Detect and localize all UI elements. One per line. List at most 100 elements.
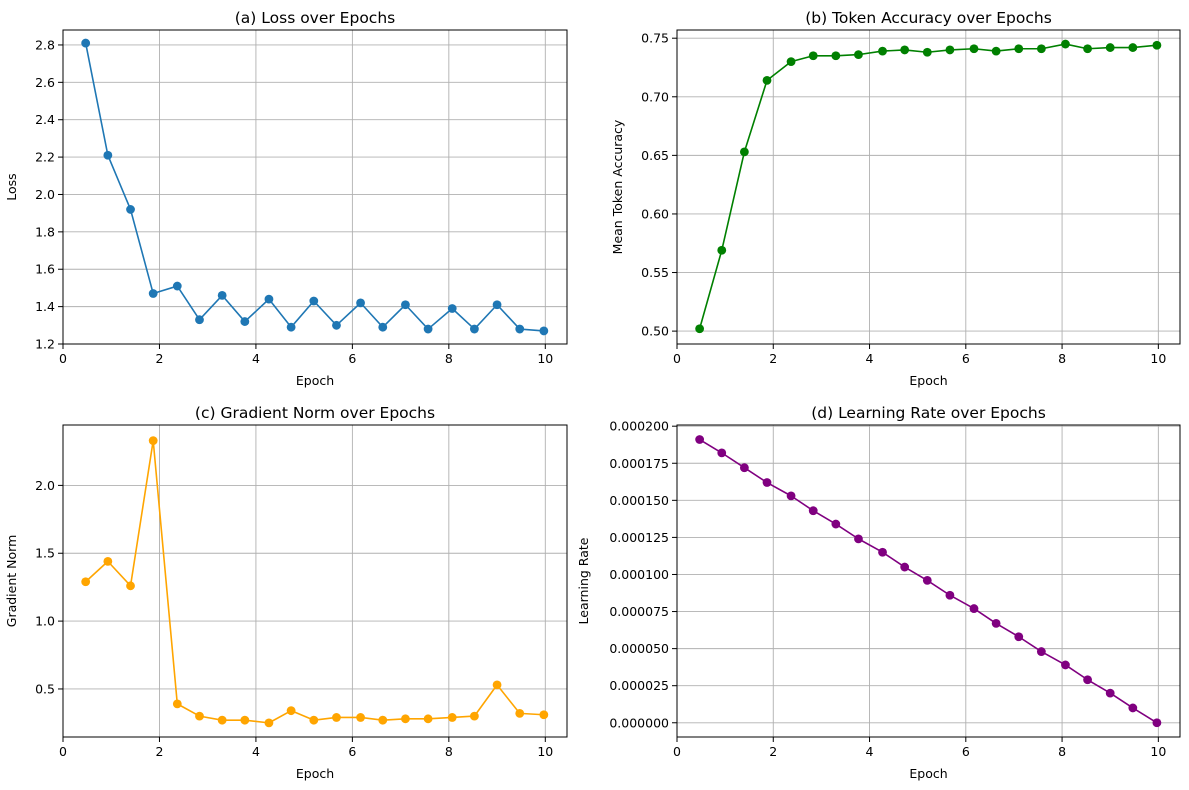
data-point-b-8 bbox=[878, 46, 887, 56]
data-point-a-12 bbox=[356, 298, 365, 308]
data-point-b-18 bbox=[1105, 43, 1115, 52]
y-tick-label-c-1: 1.0 bbox=[35, 614, 55, 629]
data-point-b-6 bbox=[831, 51, 841, 61]
data-point-c-14 bbox=[401, 714, 410, 724]
data-point-b-13 bbox=[991, 46, 1001, 56]
data-point-c-2 bbox=[126, 581, 135, 591]
y-axis-label-b: Mean Token Accuracy bbox=[610, 119, 625, 254]
x-tick-label-c-2: 4 bbox=[252, 744, 260, 759]
data-point-b-9 bbox=[900, 45, 910, 55]
y-tick-label-d-8: 0.000200 bbox=[609, 419, 669, 434]
y-tick-label-b-0: 0.50 bbox=[641, 324, 669, 339]
y-tick-label-d-5: 0.000125 bbox=[609, 530, 669, 545]
y-axis-label-c: Gradient Norm bbox=[4, 535, 19, 627]
x-tick-label-b-0: 0 bbox=[673, 351, 681, 366]
y-tick-label-a-7: 2.6 bbox=[35, 75, 55, 90]
data-point-c-6 bbox=[217, 715, 227, 725]
x-tick-label-a-4: 8 bbox=[445, 351, 453, 366]
y-tick-label-a-5: 2.2 bbox=[35, 150, 55, 165]
x-tick-label-c-5: 10 bbox=[537, 744, 553, 759]
x-tick-label-d-4: 8 bbox=[1058, 744, 1066, 759]
data-point-a-6 bbox=[217, 291, 227, 300]
data-point-b-14 bbox=[1014, 44, 1024, 54]
y-tick-label-b-2: 0.60 bbox=[641, 206, 669, 221]
data-point-d-18 bbox=[1105, 688, 1115, 698]
chart-title-a: (a) Loss over Epochs bbox=[235, 9, 395, 27]
x-tick-label-b-3: 6 bbox=[962, 351, 970, 366]
y-tick-label-d-0: 0.000000 bbox=[609, 715, 669, 730]
data-point-b-16 bbox=[1061, 39, 1070, 49]
x-tick-label-c-3: 6 bbox=[348, 744, 356, 759]
data-point-b-10 bbox=[922, 47, 932, 57]
x-tick-label-b-1: 2 bbox=[769, 351, 777, 366]
data-point-b-5 bbox=[808, 51, 818, 61]
data-point-a-17 bbox=[469, 324, 479, 334]
data-point-c-9 bbox=[286, 706, 296, 716]
chart-panel-d: 0 2 4 6 8 10 0.000000 0.000025 0.000050 0.000075 0… bbox=[576, 404, 1181, 781]
data-point-a-16 bbox=[447, 304, 457, 313]
data-point-d-7 bbox=[854, 534, 863, 544]
x-tick-label-a-0: 0 bbox=[59, 351, 67, 366]
data-point-b-20 bbox=[1152, 40, 1162, 50]
data-point-a-9 bbox=[286, 322, 296, 332]
x-tick-label-a-3: 6 bbox=[348, 351, 356, 366]
x-tick-label-a-5: 10 bbox=[537, 351, 553, 366]
data-point-a-3 bbox=[148, 289, 158, 298]
x-tick-label-b-2: 4 bbox=[866, 351, 874, 366]
x-axis-label-a: Epoch bbox=[296, 373, 334, 388]
data-point-b-19 bbox=[1128, 43, 1138, 52]
plot-frame-a bbox=[62, 29, 568, 345]
y-tick-label-c-2: 1.5 bbox=[35, 546, 55, 561]
x-tick-label-b-4: 8 bbox=[1058, 351, 1066, 366]
chart-title-d: (d) Learning Rate over Epochs bbox=[811, 404, 1046, 422]
y-tick-label-b-4: 0.70 bbox=[641, 89, 669, 104]
data-point-a-0 bbox=[81, 38, 91, 48]
data-point-d-8 bbox=[878, 547, 887, 557]
series-line-b-0 bbox=[698, 43, 1157, 329]
chart-panel-b: 0 2 4 6 8 10 0.50 0.55 0.60 0.65 0.70 0.75 (b) Token… bbox=[610, 9, 1181, 388]
data-point-c-12 bbox=[356, 713, 365, 722]
x-tick-label-d-1: 2 bbox=[769, 744, 777, 759]
y-tick-label-d-2: 0.000050 bbox=[609, 641, 669, 656]
y-tick-label-d-3: 0.000075 bbox=[609, 604, 669, 619]
data-point-b-15 bbox=[1036, 44, 1046, 54]
data-point-d-4 bbox=[786, 491, 796, 501]
data-point-d-1 bbox=[717, 448, 727, 458]
data-point-b-2 bbox=[739, 147, 749, 157]
data-point-d-0 bbox=[695, 435, 705, 444]
data-point-b-12 bbox=[969, 44, 979, 54]
x-tick-label-c-4: 8 bbox=[445, 744, 453, 759]
data-point-a-2 bbox=[126, 205, 135, 214]
data-point-b-0 bbox=[695, 324, 705, 334]
data-point-c-13 bbox=[378, 715, 388, 725]
data-point-b-3 bbox=[762, 75, 772, 85]
data-point-d-11 bbox=[945, 590, 955, 600]
x-axis-label-d: Epoch bbox=[909, 766, 947, 781]
x-axis-label-c: Epoch bbox=[296, 766, 334, 781]
data-point-c-15 bbox=[423, 714, 433, 724]
y-tick-label-a-0: 1.2 bbox=[35, 337, 55, 352]
y-tick-label-b-5: 0.75 bbox=[641, 31, 669, 46]
x-tick-label-a-1: 2 bbox=[155, 351, 163, 366]
y-tick-label-c-3: 2.0 bbox=[35, 478, 55, 493]
data-point-c-1 bbox=[103, 556, 113, 566]
y-tick-label-a-2: 1.6 bbox=[35, 262, 55, 277]
y-tick-label-a-8: 2.8 bbox=[35, 37, 55, 52]
data-point-b-4 bbox=[786, 57, 796, 67]
data-point-d-12 bbox=[969, 604, 979, 613]
data-point-d-19 bbox=[1128, 703, 1138, 713]
plot-frame-d bbox=[676, 424, 1181, 738]
data-point-d-6 bbox=[831, 519, 841, 529]
y-tick-label-b-3: 0.65 bbox=[641, 148, 669, 163]
series-line-a-0 bbox=[84, 42, 544, 332]
data-point-c-16 bbox=[447, 713, 457, 722]
y-axis-label-a: Loss bbox=[4, 173, 19, 200]
data-point-d-3 bbox=[762, 478, 772, 487]
data-point-a-5 bbox=[195, 315, 204, 325]
data-point-a-14 bbox=[401, 300, 410, 310]
x-tick-label-d-2: 4 bbox=[866, 744, 874, 759]
x-tick-label-c-1: 2 bbox=[155, 744, 163, 759]
y-tick-label-c-0: 0.5 bbox=[35, 681, 55, 696]
chart-panel-c: 0 2 4 6 8 10 0.5 1.0 1.5 2.0 (c) Gradient Norm ove… bbox=[4, 404, 568, 781]
data-point-c-19 bbox=[515, 708, 525, 718]
